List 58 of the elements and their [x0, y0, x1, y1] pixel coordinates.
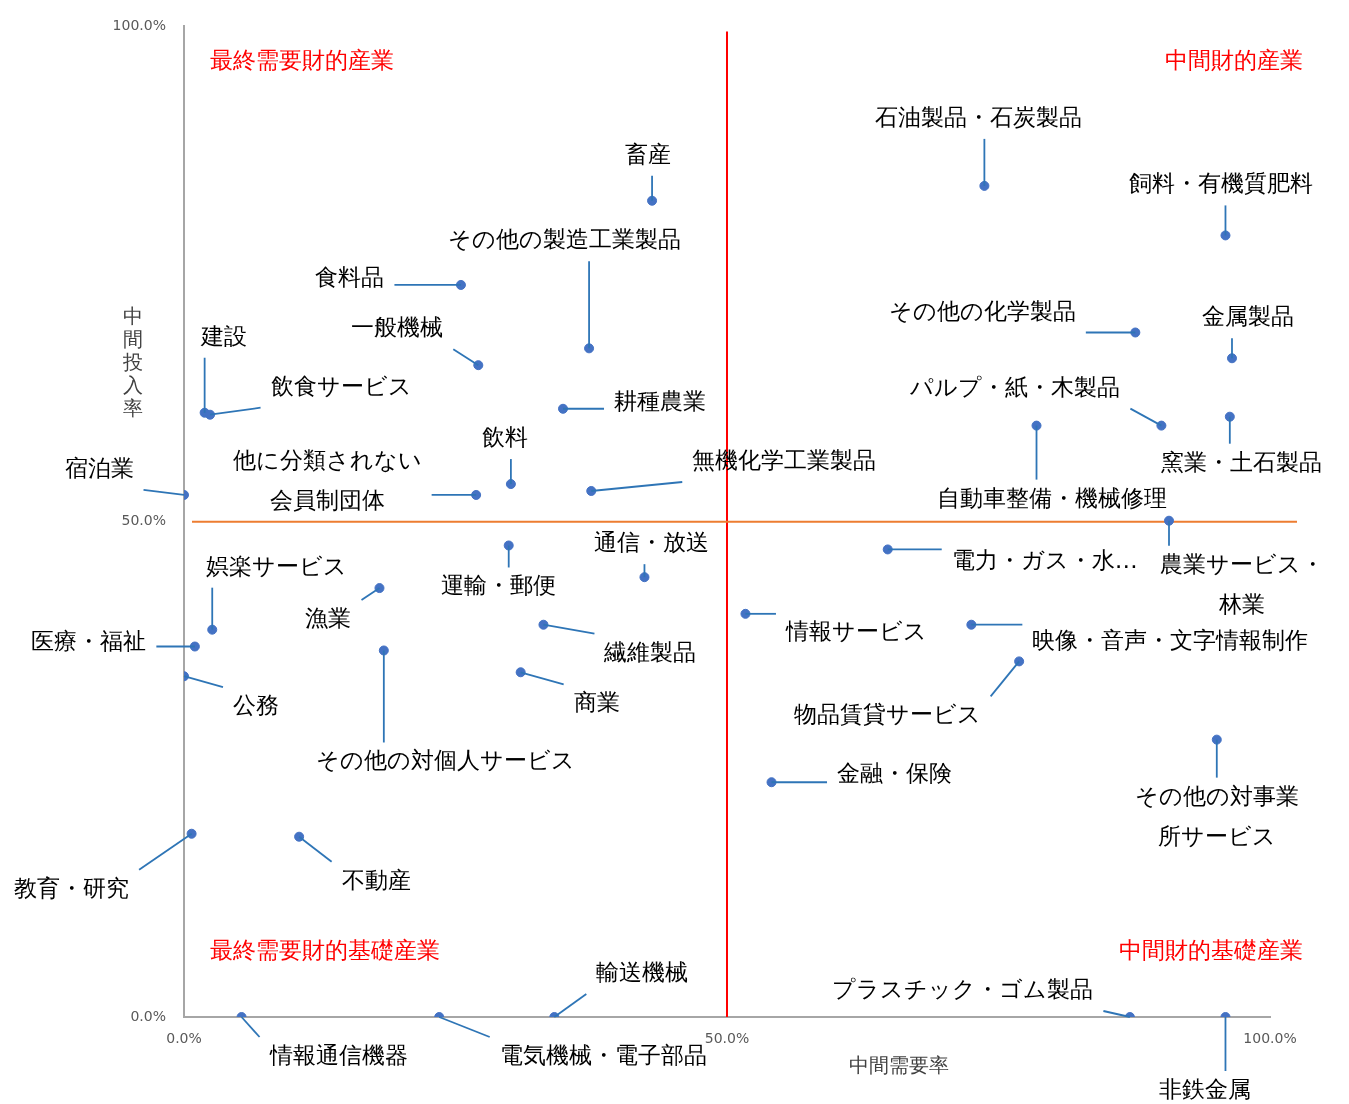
annotation: 畜産	[625, 140, 672, 167]
annotation: 不動産	[341, 866, 411, 893]
annotation: 漁業	[305, 605, 352, 632]
annotation: 娯楽サービス	[205, 552, 347, 579]
x-axis-title: 中間需要率	[848, 1053, 949, 1078]
annotation: 最終需要財的産業	[210, 47, 394, 74]
annotation: 自動車整備・機械修理	[936, 484, 1167, 511]
point	[189, 641, 200, 652]
annotation: 公務	[233, 692, 279, 719]
annotation: 教育・研究	[14, 874, 130, 901]
annotation: 建設	[199, 322, 247, 349]
y-tick-label: 0.0%	[130, 1007, 166, 1024]
annotation: 商業	[573, 689, 620, 716]
annotation: 金融・保険	[837, 760, 953, 787]
annotation: その他の対個人サービス	[316, 747, 576, 774]
annotation: 最終需要財的基礎産業	[210, 937, 440, 964]
annotation: 飲食サービス	[270, 372, 412, 399]
annotation: 電気機械・電子部品	[499, 1041, 707, 1068]
annotation: 医療・福祉	[31, 628, 147, 655]
point	[1031, 420, 1042, 431]
annotation: 一般機械	[351, 314, 444, 341]
annotation: 金属製品	[1201, 303, 1294, 330]
annotation: 飲料	[481, 424, 528, 451]
annotation: 電力・ガス・水…	[951, 547, 1138, 574]
point	[639, 572, 650, 583]
annotation: 運輸・郵便	[441, 572, 557, 599]
annotation: 繊維製品	[603, 638, 697, 665]
annotation: 非鉄金属	[1159, 1075, 1252, 1102]
annotation: 食料品	[315, 263, 385, 290]
annotation: 中間財的産業	[1165, 47, 1303, 74]
y-tick-label: 100.0%	[112, 17, 166, 34]
annotation: その他の製造工業製品	[447, 226, 681, 253]
x-tick-label: 0.0%	[166, 1030, 202, 1047]
annotation: 物品賃貸サービス	[793, 701, 981, 728]
point	[1220, 230, 1231, 241]
annotation: その他の化学製品	[888, 298, 1076, 325]
annotation: その他の対事業所サービス	[1134, 782, 1299, 849]
annotation: 農業サービス・林業	[1160, 550, 1324, 617]
annotation: 情報サービス	[784, 617, 927, 644]
point	[1130, 327, 1141, 338]
annotation: 他に分類されない会員制団体	[232, 446, 422, 513]
annotation: 情報通信機器	[268, 1041, 408, 1068]
point	[882, 544, 893, 555]
annotation: 石油製品・石炭製品	[874, 103, 1082, 130]
y-tick-label: 50.0%	[121, 512, 166, 529]
annotation: 耕種農業	[614, 387, 707, 414]
annotation: 通信・放送	[593, 529, 709, 556]
annotation: パルプ・紙・木製品	[909, 373, 1121, 400]
x-tick-label: 100.0%	[1243, 1030, 1297, 1047]
y-axis-title: 中間投入率	[122, 304, 143, 421]
annotation: 窯業・土石製品	[1161, 448, 1323, 475]
annotation: 中間財的基礎産業	[1119, 937, 1303, 964]
annotation: プラスチック・ゴム製品	[832, 975, 1094, 1002]
annotation: 映像・音声・文字情報制作	[1032, 626, 1309, 653]
annotation: 飼料・有機質肥料	[1129, 170, 1314, 197]
annotation: 宿泊業	[64, 454, 134, 481]
annotation: 輸送機械	[596, 958, 689, 985]
x-tick-label: 50.0%	[704, 1030, 750, 1047]
